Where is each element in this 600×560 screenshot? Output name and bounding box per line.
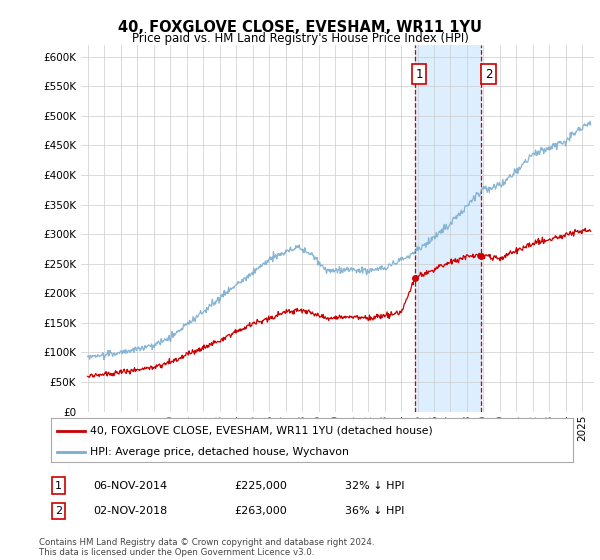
- Text: HPI: Average price, detached house, Wychavon: HPI: Average price, detached house, Wych…: [90, 447, 349, 458]
- Text: 06-NOV-2014: 06-NOV-2014: [93, 480, 167, 491]
- Text: 40, FOXGLOVE CLOSE, EVESHAM, WR11 1YU: 40, FOXGLOVE CLOSE, EVESHAM, WR11 1YU: [118, 20, 482, 35]
- Text: 40, FOXGLOVE CLOSE, EVESHAM, WR11 1YU (detached house): 40, FOXGLOVE CLOSE, EVESHAM, WR11 1YU (d…: [90, 426, 433, 436]
- Text: £225,000: £225,000: [234, 480, 287, 491]
- Text: 2: 2: [55, 506, 62, 516]
- Text: 1: 1: [415, 68, 423, 81]
- Text: 02-NOV-2018: 02-NOV-2018: [93, 506, 167, 516]
- Text: 36% ↓ HPI: 36% ↓ HPI: [345, 506, 404, 516]
- Text: 32% ↓ HPI: 32% ↓ HPI: [345, 480, 404, 491]
- Bar: [415, 45, 481, 412]
- Text: Contains HM Land Registry data © Crown copyright and database right 2024.
This d: Contains HM Land Registry data © Crown c…: [39, 538, 374, 557]
- Text: 1: 1: [55, 480, 62, 491]
- Text: £263,000: £263,000: [234, 506, 287, 516]
- Text: 2: 2: [485, 68, 492, 81]
- Text: Price paid vs. HM Land Registry's House Price Index (HPI): Price paid vs. HM Land Registry's House …: [131, 32, 469, 45]
